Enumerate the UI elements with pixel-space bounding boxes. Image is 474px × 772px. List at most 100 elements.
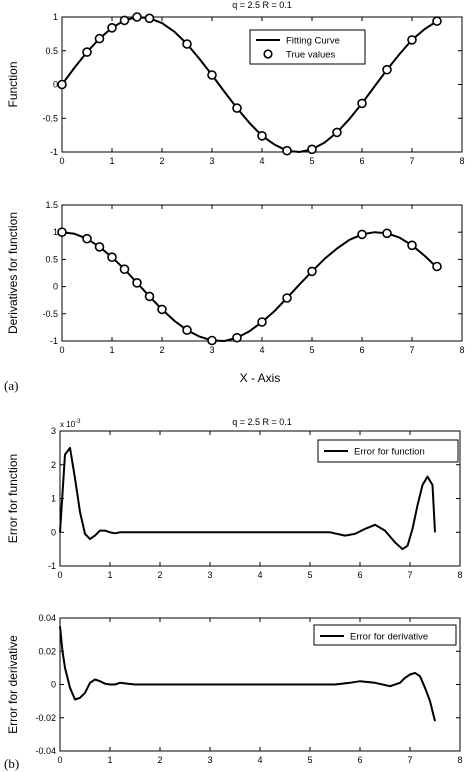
y-tick-label: 1 (53, 12, 58, 22)
panel-label-b: (b) (4, 756, 19, 771)
data-point (94, 33, 105, 44)
y-tick-label: 0 (53, 80, 58, 90)
legend-entry-label: Error for function (354, 447, 425, 458)
data-point (232, 332, 242, 343)
legend-marker-swatch (263, 49, 273, 59)
x-tick-label: 2 (159, 156, 164, 166)
chart-panel-1: 0 1 2 3 4 5 6 7 8 -1 -0.5 0 0.5 1 Function Fitting Curv… (6, 12, 465, 166)
x-tick-label: 3 (207, 570, 212, 580)
data-point (144, 291, 155, 302)
legend-entry-label: True values (286, 50, 336, 61)
y-tick-label: -0.5 (42, 309, 58, 319)
title-panel-b: q = 2.5 R = 0.1 (232, 417, 292, 427)
data-point (57, 79, 67, 90)
x-tick-label: 6 (359, 345, 364, 355)
y-tick-label: 1 (51, 494, 56, 504)
data-point (144, 13, 155, 24)
data-point (107, 252, 117, 263)
x-tick-label: 4 (257, 570, 262, 580)
x-tick-label: 8 (459, 156, 464, 166)
x-tick-label: 6 (357, 570, 362, 580)
chart-panel-2: 0 1 2 3 4 5 6 7 8 -1 -0.5 0 0.5 1 1.5 Derivatives for f… (6, 200, 465, 355)
y-tick-label: -0.02 (35, 713, 56, 723)
legend-entry-label: Error for derivative (350, 632, 428, 643)
y-axis-label: Function (6, 61, 20, 107)
y-tick-label: -0.5 (42, 113, 58, 123)
legend: Error for derivative (313, 624, 457, 646)
data-point (282, 145, 292, 156)
data-point (157, 304, 167, 315)
data-point (57, 227, 67, 237)
legend-box (317, 439, 459, 463)
x-tick-label: 0 (57, 570, 62, 580)
x-tick-label: 1 (107, 570, 112, 580)
y-tick-label: 0.5 (45, 46, 58, 56)
x-tick-label: 2 (157, 755, 162, 765)
data-point (357, 229, 367, 240)
data-point (82, 233, 92, 244)
x-axis-label: X - Axis (240, 371, 281, 385)
data-point (432, 261, 442, 272)
y-tick-label: 1 (53, 227, 58, 237)
data-point (307, 144, 317, 155)
x-tick-label: 7 (407, 570, 412, 580)
legend-box (313, 624, 457, 646)
data-point (382, 64, 392, 75)
chart-panel-4: 0 1 2 3 4 5 6 7 8 -0.04 -0.02 0 0.02 0.04 Error for de… (6, 613, 463, 765)
data-point (232, 103, 242, 113)
x-tick-label: 5 (307, 570, 312, 580)
x-tick-label: 8 (457, 755, 462, 765)
data-point (432, 16, 442, 26)
y-tick-label: -0.04 (35, 746, 56, 756)
legend: Fitting Curve True values (249, 29, 366, 65)
data-point (207, 335, 217, 346)
y-tick-label: 2 (51, 460, 56, 470)
series-line (61, 231, 438, 342)
x-tick-label: 5 (309, 345, 314, 355)
y-tick-label: 0 (51, 527, 56, 537)
data-point (357, 98, 367, 109)
y-axis-label: Error for derivative (6, 635, 20, 734)
y-tick-label: 3 (51, 426, 56, 436)
data-point (182, 39, 192, 49)
data-point (332, 127, 342, 138)
y-tick-label: 0 (51, 680, 56, 690)
series-line (59, 626, 436, 722)
y-tick-label: 1.5 (45, 200, 58, 210)
x-tick-label: 4 (257, 755, 262, 765)
x-tick-label: 4 (259, 345, 264, 355)
y-tick-label: 0.04 (38, 613, 56, 623)
x-tick-label: 1 (109, 156, 114, 166)
legend: Error for function (317, 439, 459, 463)
x-tick-label: 6 (359, 156, 364, 166)
x-tick-label: 6 (357, 755, 362, 765)
x-tick-label: 3 (207, 755, 212, 765)
data-point (182, 325, 192, 335)
x-tick-label: 0 (57, 755, 62, 765)
x-tick-label: 5 (307, 755, 312, 765)
x-tick-label: 2 (159, 345, 164, 355)
data-point (119, 15, 130, 26)
data-point (119, 264, 130, 275)
x-tick-label: 0 (59, 156, 64, 166)
x-tick-label: 5 (309, 156, 314, 166)
x-tick-label: 7 (409, 345, 414, 355)
data-point (307, 266, 317, 277)
x-tick-label: 3 (209, 345, 214, 355)
data-point (207, 70, 217, 80)
y-axis-label: Derivatives for function (6, 212, 20, 334)
exponent-label: x 10-3 (60, 419, 81, 429)
y-tick-label: -1 (48, 561, 56, 571)
y-tick-label: -1 (50, 336, 58, 346)
x-tick-label: 2 (157, 570, 162, 580)
y-tick-label: 0.5 (45, 254, 58, 264)
data-point (257, 317, 267, 327)
panel-label-a: (a) (4, 378, 18, 393)
data-point (94, 242, 105, 252)
data-point (82, 47, 92, 57)
data-point (107, 22, 117, 33)
x-tick-label: 8 (457, 570, 462, 580)
data-point (257, 131, 267, 141)
